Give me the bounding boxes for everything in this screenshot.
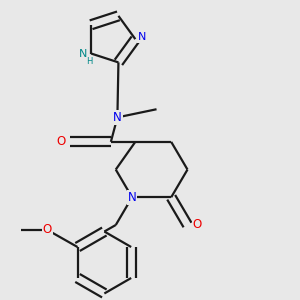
Text: H: H (86, 57, 92, 66)
Text: N: N (79, 49, 87, 58)
Text: N: N (138, 32, 147, 43)
Text: O: O (193, 218, 202, 232)
Text: O: O (56, 135, 66, 148)
Text: N: N (128, 191, 136, 204)
Text: N: N (113, 111, 122, 124)
Text: O: O (43, 224, 52, 236)
